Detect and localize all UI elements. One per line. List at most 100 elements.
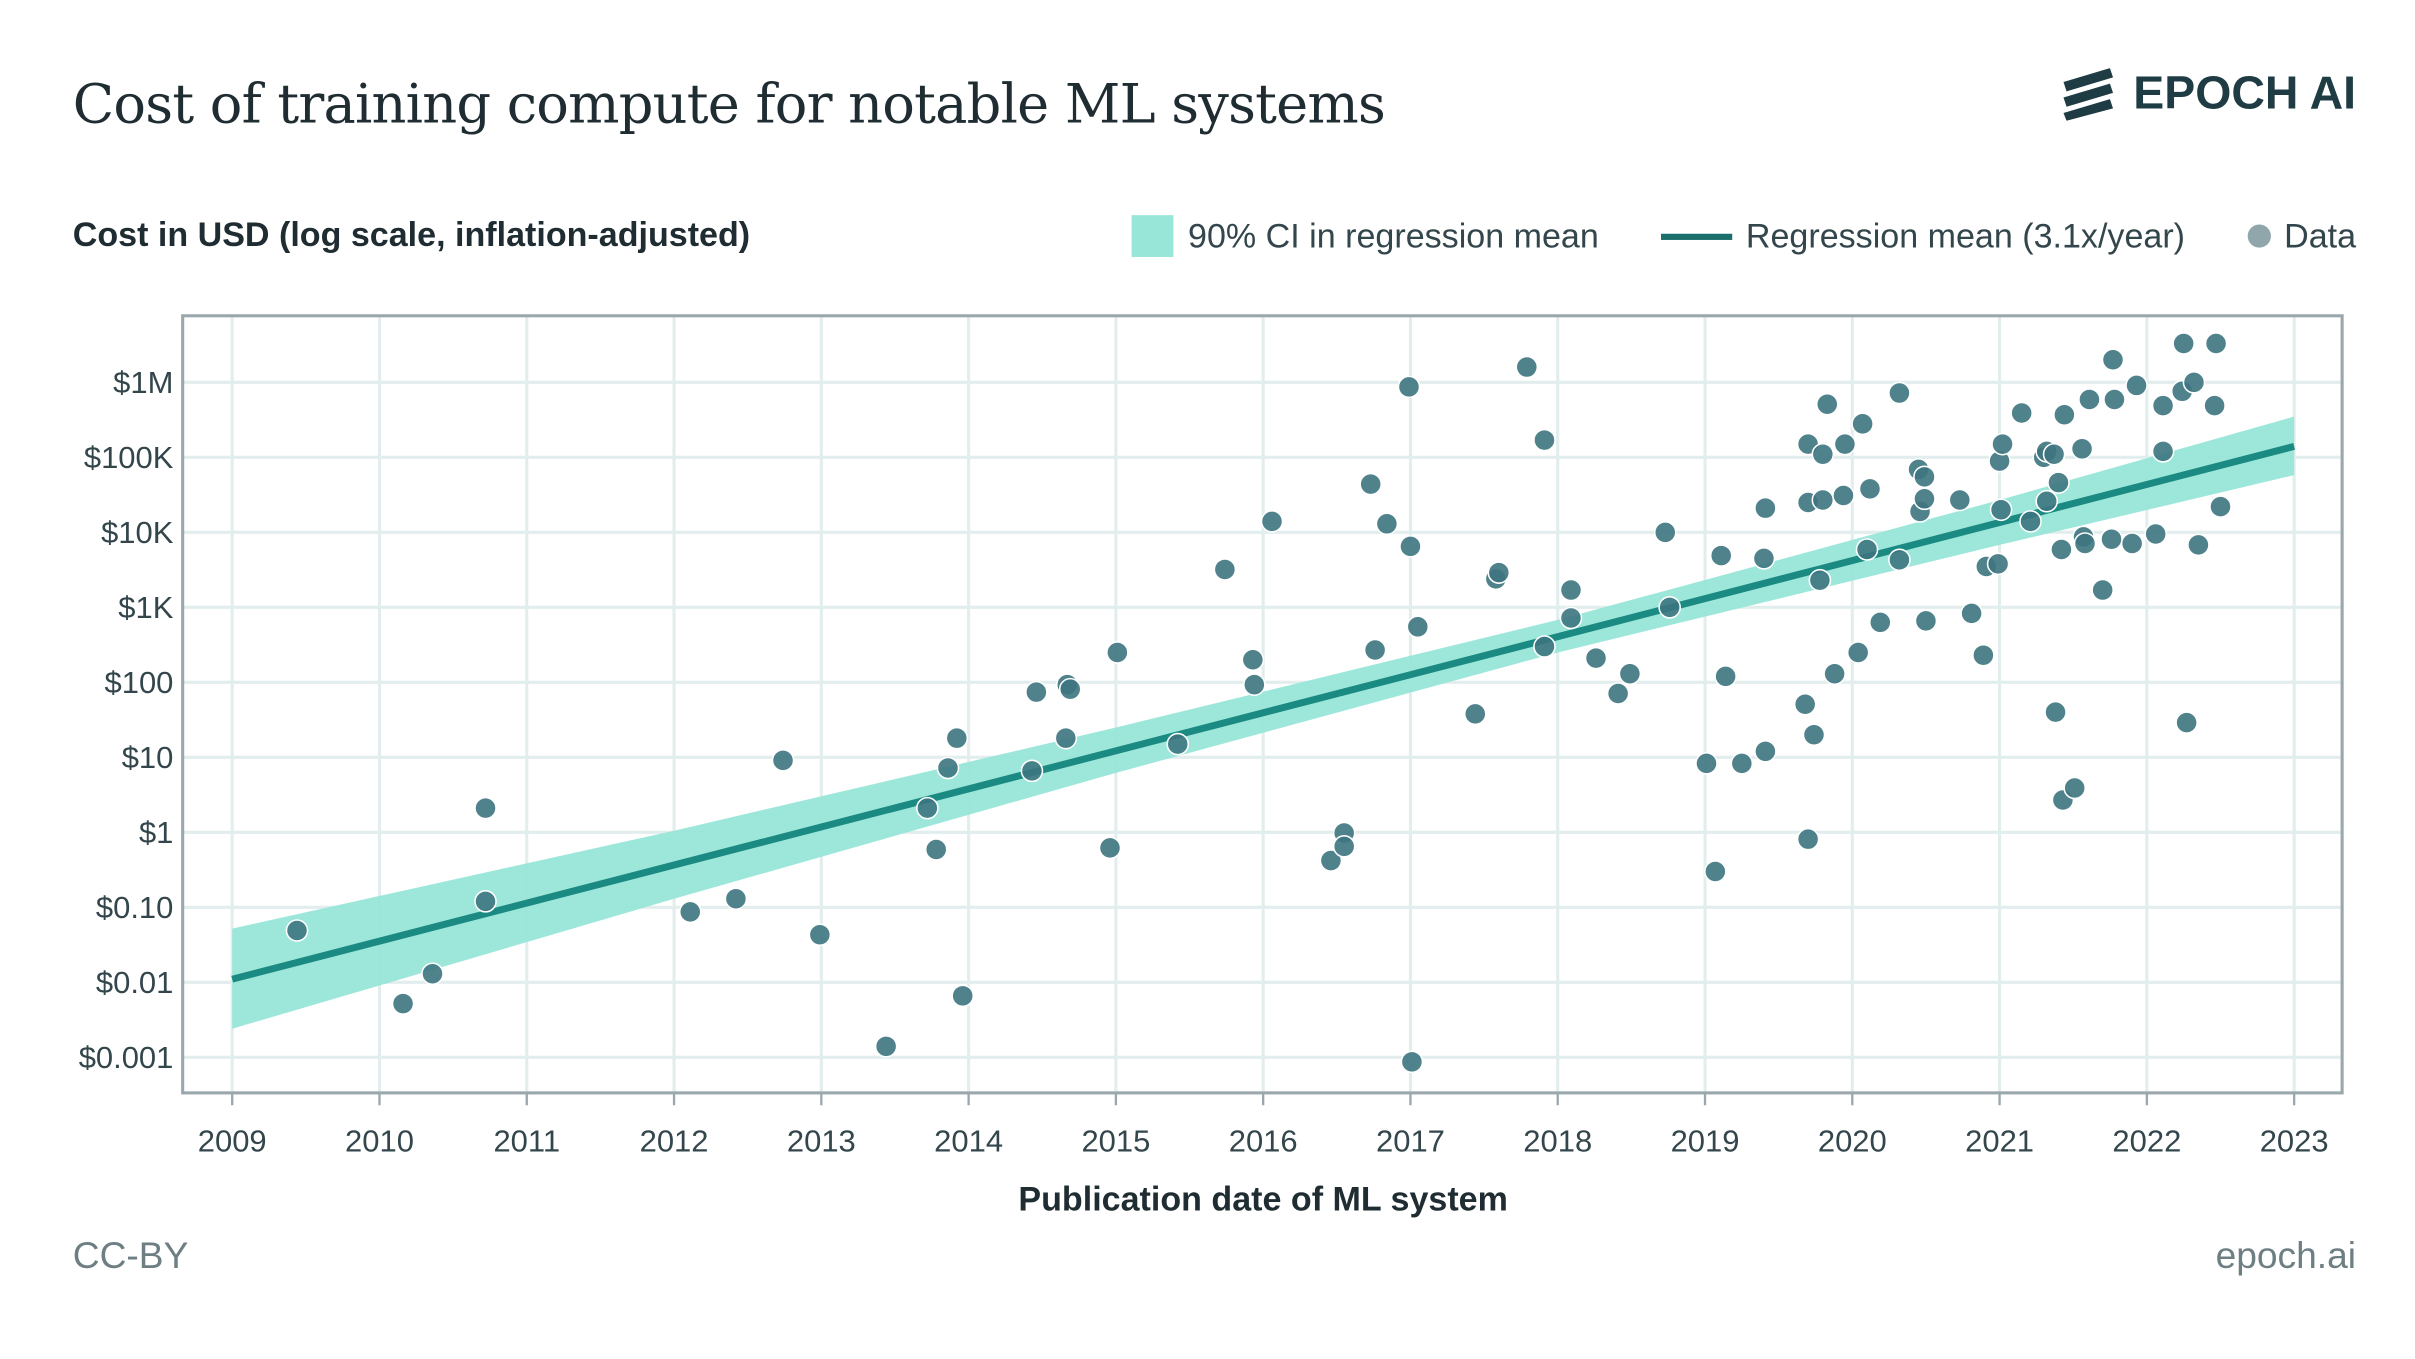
data-point — [1972, 643, 1995, 667]
data-point — [2175, 711, 2198, 734]
x-tick-label: 2013 — [787, 1124, 856, 1159]
data-point — [421, 962, 444, 986]
legend-item-regression: Regression mean (3.1x/year) — [1660, 215, 2186, 256]
data-points — [285, 332, 2232, 1074]
data-point — [2151, 440, 2175, 463]
data-point — [391, 992, 415, 1015]
data-point — [1375, 512, 1399, 536]
epoch-ai-logo: EPOCH AI — [2059, 68, 2356, 121]
data-point — [1400, 1050, 1424, 1074]
data-point — [1714, 665, 1737, 688]
data-point — [1754, 740, 1777, 763]
y-tick-label: $0.10 — [96, 890, 173, 925]
x-tick-label: 2011 — [493, 1124, 560, 1159]
x-tick-label: 2022 — [2112, 1124, 2181, 1159]
plot-frame — [181, 314, 2344, 1095]
data-point — [2042, 442, 2066, 466]
data-point — [1332, 835, 1356, 858]
data-point — [1986, 552, 2010, 576]
data-point — [2101, 348, 2125, 372]
legend-band-swatch — [1132, 215, 1175, 257]
data-point — [2120, 532, 2144, 555]
epoch-logo-icon — [2063, 68, 2114, 121]
data-point — [2063, 776, 2086, 800]
data-point — [1653, 521, 1677, 544]
data-point — [1888, 381, 1911, 405]
data-point — [1991, 432, 2014, 456]
legend-line-swatch — [1660, 232, 1732, 240]
data-point — [1054, 726, 1078, 750]
logo-text: EPOCH AI — [2133, 68, 2357, 120]
data-point — [1559, 606, 1583, 630]
legend: 90% CI in regression mean Regression mea… — [1092, 215, 2356, 257]
data-point — [1399, 535, 1422, 558]
data-point — [808, 923, 832, 947]
legend-item-data: Data — [2246, 215, 2357, 256]
legend-label: Regression mean (3.1x/year) — [1745, 215, 2186, 255]
data-point — [1846, 641, 1870, 664]
data-point — [1363, 638, 1387, 662]
data-point — [2144, 522, 2167, 546]
data-point — [1815, 392, 1839, 416]
x-tick-label: 2020 — [1818, 1124, 1887, 1159]
data-point — [1709, 544, 1733, 567]
data-point — [1058, 677, 1082, 701]
data-point — [1960, 602, 1983, 625]
data-point — [2091, 578, 2114, 602]
data-point — [1868, 611, 1892, 634]
x-tick-label: 2019 — [1671, 1124, 1740, 1159]
regression-line — [231, 443, 2296, 983]
legend-item-ci: 90% CI in regression mean — [1132, 215, 1599, 257]
x-tick-label: 2015 — [1081, 1124, 1150, 1159]
data-point — [2019, 510, 2042, 533]
data-point — [2209, 495, 2232, 518]
data-point — [2204, 332, 2228, 355]
data-point — [2100, 527, 2123, 551]
y-tick-label: $10K — [101, 515, 174, 550]
data-point — [1098, 836, 1122, 860]
legend-label: Data — [2284, 215, 2357, 255]
data-point — [1833, 432, 1857, 456]
legend-dot-swatch — [2246, 224, 2271, 248]
data-point — [916, 796, 939, 820]
data-point — [771, 749, 795, 772]
data-point — [1106, 641, 1129, 664]
data-point — [2050, 538, 2073, 561]
data-point — [724, 887, 748, 911]
data-point — [1913, 487, 1936, 511]
data-point — [2078, 388, 2101, 411]
confidence-band — [232, 416, 2295, 1029]
x-tick-label: 2014 — [934, 1124, 1003, 1159]
data-point — [1851, 412, 1874, 436]
data-point — [285, 919, 309, 942]
x-tick-label: 2017 — [1376, 1124, 1445, 1159]
data-point — [2073, 532, 2097, 555]
data-point — [1695, 752, 1718, 775]
x-tick-label: 2016 — [1229, 1124, 1298, 1159]
data-point — [924, 838, 948, 861]
data-point — [2151, 394, 2175, 417]
data-point — [1243, 673, 1266, 696]
data-point — [1858, 477, 1882, 501]
data-point — [2125, 374, 2148, 397]
data-point — [1319, 849, 1343, 872]
data-point — [1989, 498, 2013, 522]
data-point — [1515, 355, 1539, 379]
data-point — [1811, 488, 1835, 512]
data-point — [1406, 615, 1430, 639]
data-point — [1754, 496, 1777, 520]
y-tick-label: $1K — [118, 590, 173, 625]
data-point — [1260, 510, 1284, 533]
data-point — [1020, 759, 1044, 783]
data-point — [1658, 596, 1681, 619]
x-tick-label: 2018 — [1523, 1124, 1592, 1159]
site-link[interactable]: epoch.ai — [2215, 1235, 2357, 1278]
data-point — [1025, 680, 1048, 704]
y-tick-label: $0.001 — [79, 1040, 174, 1075]
data-point — [678, 900, 702, 924]
data-point — [2035, 489, 2059, 513]
data-point — [1533, 635, 1556, 658]
data-point — [1487, 561, 1511, 584]
data-point — [874, 1035, 898, 1058]
data-point — [2182, 371, 2206, 394]
